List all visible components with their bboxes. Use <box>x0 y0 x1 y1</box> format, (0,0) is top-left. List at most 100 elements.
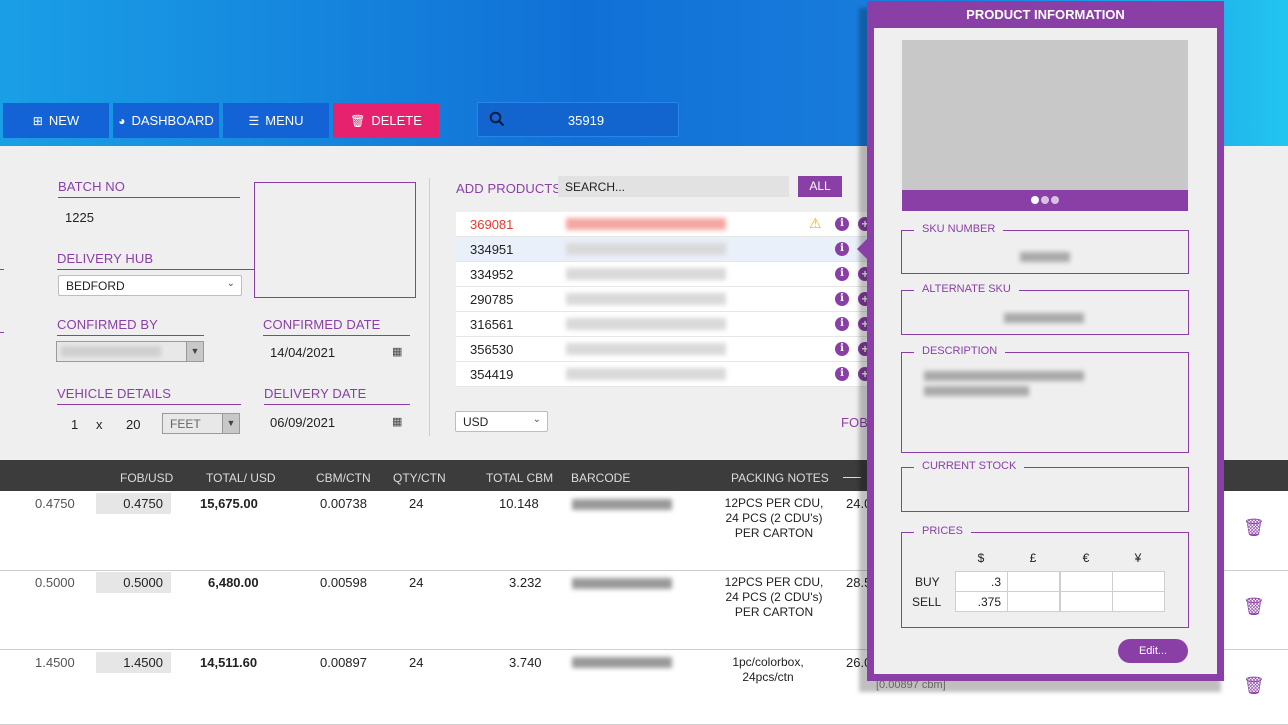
info-icon[interactable]: i <box>835 292 849 306</box>
calendar-icon[interactable]: ▦ <box>392 416 403 428</box>
currency-value: USD <box>463 415 489 429</box>
add-products-label: ADD PRODUCTS <box>456 181 562 196</box>
search-input[interactable]: 35919 <box>477 102 679 137</box>
buy-eur-input[interactable] <box>1060 571 1113 592</box>
delivery-hub-select[interactable]: BEDFORD ⌄ <box>58 275 242 296</box>
vehicle-details-label: VEHICLE DETAILS <box>57 386 171 401</box>
edge-mark <box>0 269 4 270</box>
col-packing-notes[interactable]: PACKING NOTES <box>731 471 829 485</box>
qty-cell: 24 <box>409 575 424 590</box>
chevron-down-icon: ▼ <box>222 414 239 433</box>
info-icon[interactable]: i <box>835 217 849 231</box>
delete-row-icon[interactable]: 🗑 <box>1243 518 1265 537</box>
product-code: 369081 <box>470 217 514 232</box>
calendar-icon[interactable]: ▦ <box>392 346 403 358</box>
product-code: 356530 <box>470 342 514 357</box>
chevron-down-icon: ⌄ <box>226 278 235 289</box>
redacted-description <box>566 293 726 305</box>
divider <box>263 335 410 336</box>
info-icon[interactable]: i <box>835 267 849 281</box>
buy-gbp-input[interactable] <box>1007 571 1060 592</box>
info-icon[interactable]: i <box>835 342 849 356</box>
delete-row-icon[interactable]: 🗑 <box>1243 676 1265 695</box>
new-button[interactable]: ⊞ NEW <box>3 103 109 138</box>
col-barcode[interactable]: BARCODE <box>571 471 631 485</box>
fob-input[interactable]: 0.4750 <box>96 493 171 514</box>
carousel-dot[interactable] <box>1051 196 1059 204</box>
fob-input[interactable]: 1.4500 <box>96 652 171 673</box>
packing-line: PER CARTON <box>734 526 814 540</box>
packing-notes-cell: 12PCS PER CDU, 24 PCS (2 CDU's) PER CART… <box>714 575 834 620</box>
carousel-dot[interactable] <box>1031 196 1039 204</box>
col-total-cbm[interactable]: TOTAL CBM <box>486 471 554 485</box>
fob-input[interactable]: 0.5000 <box>96 572 171 593</box>
delivery-date-label: DELIVERY DATE <box>264 386 367 401</box>
delete-button[interactable]: 🗑 DELETE <box>333 103 439 138</box>
confirmed-date-value[interactable]: 14/04/2021 <box>270 345 336 360</box>
product-row[interactable]: 316561 i + <box>456 312 872 337</box>
panel-title: PRODUCT INFORMATION <box>966 7 1125 22</box>
info-icon[interactable]: i <box>835 367 849 381</box>
packing-line: 12PCS PER CDU, <box>724 496 824 510</box>
product-row[interactable]: 334952 i + <box>456 262 872 287</box>
total-cbm-cell: 10.148 <box>499 496 539 511</box>
sell-gbp-input[interactable] <box>1007 591 1060 612</box>
qty-cell: 24 <box>409 496 424 511</box>
confirmed-date-label: CONFIRMED DATE <box>263 317 381 332</box>
sell-eur-input[interactable] <box>1060 591 1113 612</box>
info-icon[interactable]: i <box>835 242 849 256</box>
delivery-hub-value: BEDFORD <box>66 279 125 293</box>
carousel-dot[interactable] <box>1041 196 1049 204</box>
col-total-usd[interactable]: TOTAL/ USD <box>206 471 276 485</box>
menu-button[interactable]: ☰ MENU <box>223 103 329 138</box>
info-icon[interactable]: i <box>835 317 849 331</box>
panel-body: SKU NUMBER ALTERNATE SKU DESCRIPTION CUR… <box>874 28 1217 674</box>
product-row[interactable]: 354419 i + <box>456 362 872 387</box>
product-row[interactable]: 369081 ⚠ i + <box>456 212 872 237</box>
redacted-description <box>566 368 726 380</box>
vehicle-qty[interactable]: 1 <box>71 417 79 432</box>
product-search-input[interactable]: SEARCH... <box>558 176 789 197</box>
vehicle-size[interactable]: 20 <box>126 417 141 432</box>
product-row[interactable]: 290785 i + <box>456 287 872 312</box>
search-icon <box>489 111 505 130</box>
edit-button[interactable]: Edit... <box>1118 639 1188 663</box>
qty-cell: 24 <box>409 655 424 670</box>
vehicle-unit-select[interactable]: FEET ▼ <box>162 413 240 434</box>
batch-no-value[interactable]: 1225 <box>65 210 94 225</box>
sell-jpy-input[interactable] <box>1112 591 1165 612</box>
total-cell: 6,480.00 <box>208 575 259 590</box>
redacted-barcode <box>572 499 672 510</box>
photo-box[interactable] <box>254 182 416 298</box>
packing-notes-cell: 1pc/colorbox, 24pcs/ctn <box>708 655 828 685</box>
delete-row-icon[interactable]: 🗑 <box>1243 597 1265 616</box>
extra-cell: 28.5 <box>846 575 872 590</box>
redacted-description <box>566 268 726 280</box>
all-button[interactable]: ALL <box>798 176 842 197</box>
col-cbm-ctn[interactable]: CBM/CTN <box>316 471 371 485</box>
product-info-panel: PRODUCT INFORMATION SKU NUMBER ALTERNATE… <box>867 1 1224 681</box>
buy-usd-input[interactable]: .3 <box>955 571 1008 592</box>
dashboard-button[interactable]: ◕ DASHBOARD <box>113 103 219 138</box>
delivery-date-value[interactable]: 06/09/2021 <box>270 415 336 430</box>
total-cbm-cell: 3.740 <box>509 655 542 670</box>
col-fob-usd[interactable]: FOB/USD <box>120 471 174 485</box>
dashboard-label: DASHBOARD <box>131 113 214 128</box>
product-search-placeholder: SEARCH... <box>565 180 626 194</box>
redacted-description <box>924 371 1084 381</box>
buy-jpy-input[interactable] <box>1112 571 1165 592</box>
cbm-note: [0.00897 cbm] <box>876 679 946 691</box>
product-row[interactable]: 356530 i + <box>456 337 872 362</box>
current-stock-field: CURRENT STOCK <box>901 460 1189 512</box>
currency-select[interactable]: USD ⌄ <box>455 411 548 432</box>
redacted-description <box>566 218 726 230</box>
col-qty-ctn[interactable]: QTY/CTN <box>393 471 446 485</box>
price-cell: 1.4500 <box>35 655 75 670</box>
sell-usd-input[interactable]: .375 <box>955 591 1008 612</box>
packing-line: PER CARTON <box>734 605 814 619</box>
description-label: DESCRIPTION <box>914 345 1006 357</box>
confirmed-by-select[interactable]: ▼ <box>56 341 204 362</box>
delete-label: DELETE <box>371 113 422 128</box>
product-row[interactable]: 334951 i <box>456 237 868 262</box>
product-image[interactable] <box>902 40 1188 190</box>
